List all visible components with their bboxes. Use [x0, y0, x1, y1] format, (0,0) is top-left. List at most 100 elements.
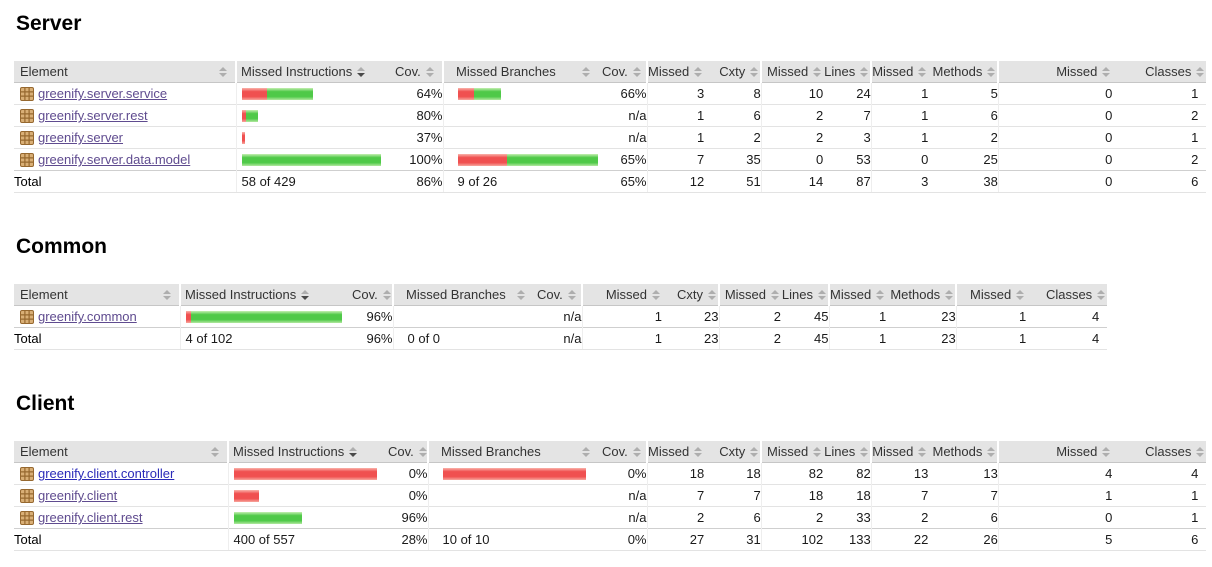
- instructions-coverage-cell: 96%: [384, 506, 428, 529]
- package-link[interactable]: greenify.server.data.model: [38, 152, 191, 168]
- col-header-cov-2[interactable]: Cov.: [348, 284, 393, 307]
- sort-icon: [567, 289, 576, 300]
- counter-cell: 6: [928, 506, 999, 529]
- col-header-label: Missed: [648, 444, 690, 460]
- missed-bar-segment: [457, 87, 474, 100]
- col-header-missed-9[interactable]: Missed: [827, 284, 887, 307]
- package-row: greenify.server 37% n/a 1 2 2 3 1 2 0 1: [14, 126, 1207, 149]
- col-header-cxty-6[interactable]: Cxty: [704, 441, 762, 464]
- package-link[interactable]: greenify.common: [38, 309, 137, 325]
- col-header-missed-7[interactable]: Missed: [718, 284, 781, 307]
- col-header-missed-7[interactable]: Missed: [760, 441, 824, 464]
- header-row: Element Missed Instructions Cov. Missed Bra…: [14, 441, 1207, 464]
- package-icon: [20, 488, 34, 503]
- total-counter-cell: 87: [823, 170, 872, 194]
- covered-bar-segment: [473, 87, 501, 100]
- sort-icon: [418, 446, 427, 457]
- col-header-label: Cov.: [537, 287, 563, 303]
- sort-icon: [211, 446, 219, 457]
- total-counter-cell: 133: [823, 528, 872, 552]
- col-header-classes-12[interactable]: Classes: [1112, 61, 1207, 84]
- sort-icon: [1102, 446, 1111, 457]
- missed-bar-segment: [241, 109, 246, 122]
- counter-cell: 7: [928, 484, 999, 507]
- col-header-cov-4[interactable]: Cov.: [598, 61, 647, 84]
- col-header-label: Missed Branches: [456, 64, 556, 80]
- col-header-label: Cxty: [677, 287, 703, 303]
- col-header-missed-5[interactable]: Missed: [645, 441, 705, 464]
- col-header-methods-10[interactable]: Methods: [928, 441, 999, 464]
- counter-cell: 10: [760, 82, 824, 105]
- col-header-missed-9[interactable]: Missed: [870, 61, 929, 84]
- col-header-element-0[interactable]: Element: [14, 284, 180, 307]
- instructions-coverage-cell: 37%: [391, 126, 443, 149]
- col-header-methods-10[interactable]: Methods: [886, 284, 957, 307]
- sort-icon: [750, 446, 759, 457]
- package-link[interactable]: greenify.server: [38, 130, 124, 146]
- sort-icon: [860, 66, 869, 77]
- package-link[interactable]: greenify.server.rest: [38, 108, 148, 124]
- col-header-missed-11[interactable]: Missed: [997, 441, 1113, 464]
- col-header-classes-12[interactable]: Classes: [1026, 284, 1108, 307]
- counter-cell: 1: [646, 104, 705, 127]
- missed-instructions-bar-cell: [235, 104, 391, 127]
- col-header-lines-8[interactable]: Lines: [823, 441, 872, 464]
- col-header-classes-12[interactable]: Classes: [1112, 441, 1207, 464]
- package-row: greenify.server.rest 80% n/a 1 6 2 7 1 6 0 2: [14, 104, 1207, 127]
- package-icon: [20, 130, 34, 145]
- total-counter-cell: 23: [886, 327, 957, 351]
- col-header-cov-2[interactable]: Cov.: [391, 61, 443, 84]
- counter-cell: 1: [870, 126, 929, 149]
- branches-bar: [429, 512, 598, 524]
- missed-bar-segment: [233, 489, 259, 502]
- col-header-missed-5[interactable]: Missed: [645, 61, 705, 84]
- counter-cell: 1: [870, 104, 929, 127]
- col-header-missed-7[interactable]: Missed: [760, 61, 824, 84]
- col-header-cov-4[interactable]: Cov.: [598, 441, 647, 464]
- col-header-cov-4[interactable]: Cov.: [533, 284, 582, 307]
- missed-branches-bar-cell: [442, 82, 598, 105]
- counter-cell: 1: [581, 305, 662, 328]
- total-counter-cell: 14: [760, 170, 824, 194]
- col-header-lines-8[interactable]: Lines: [823, 61, 872, 84]
- col-header-cxty-6[interactable]: Cxty: [662, 284, 719, 307]
- missed-instructions-bar-cell: [227, 484, 384, 507]
- col-header-cov-2[interactable]: Cov.: [384, 441, 428, 464]
- col-header-missedbranches-3[interactable]: Missed Branches: [427, 441, 598, 464]
- col-header-missedbranches-3[interactable]: Missed Branches: [392, 284, 533, 307]
- col-header-missed-11[interactable]: Missed: [997, 61, 1113, 84]
- col-header-missed-11[interactable]: Missed: [955, 284, 1027, 307]
- counter-cell: 1: [997, 484, 1113, 507]
- package-link[interactable]: greenify.client: [38, 488, 118, 504]
- col-header-label: Lines: [824, 64, 856, 80]
- col-header-missedbranches-3[interactable]: Missed Branches: [442, 61, 598, 84]
- counter-cell: 18: [746, 466, 761, 482]
- col-header-missed-9[interactable]: Missed: [870, 441, 929, 464]
- package-link[interactable]: greenify.client.rest: [38, 510, 143, 526]
- col-header-lines-8[interactable]: Lines: [781, 284, 829, 307]
- total-counter-cell: 102: [760, 528, 824, 552]
- counter-cell: 1: [646, 126, 705, 149]
- instructions-coverage-cell: 0%: [408, 466, 428, 482]
- col-header-cxty-6[interactable]: Cxty: [704, 61, 762, 84]
- col-header-missedinstructions-1[interactable]: Missed Instructions: [227, 441, 384, 464]
- element-cell: greenify.client.rest: [14, 506, 228, 529]
- total-counter-cell: 6: [1112, 170, 1207, 194]
- col-header-element-0[interactable]: Element: [14, 441, 228, 464]
- missed-branches-bar-cell: [442, 148, 598, 171]
- package-link[interactable]: greenify.client.controller: [38, 466, 175, 482]
- element-cell: greenify.client: [14, 484, 228, 507]
- col-header-label: Missed: [872, 444, 914, 460]
- counter-cell: 35: [704, 148, 762, 171]
- sort-icon: [813, 66, 822, 77]
- package-link[interactable]: greenify.server.service: [38, 86, 168, 102]
- col-header-element-0[interactable]: Element: [14, 61, 236, 84]
- col-header-missedinstructions-1[interactable]: Missed Instructions: [179, 284, 348, 307]
- element-cell: greenify.server: [14, 126, 236, 149]
- col-header-missedinstructions-1[interactable]: Missed Instructions: [235, 61, 391, 84]
- col-header-methods-10[interactable]: Methods: [928, 61, 999, 84]
- missed-instructions-bar-cell: [235, 126, 391, 149]
- missed-bar-segment: [241, 87, 267, 100]
- col-header-missed-5[interactable]: Missed: [581, 284, 662, 307]
